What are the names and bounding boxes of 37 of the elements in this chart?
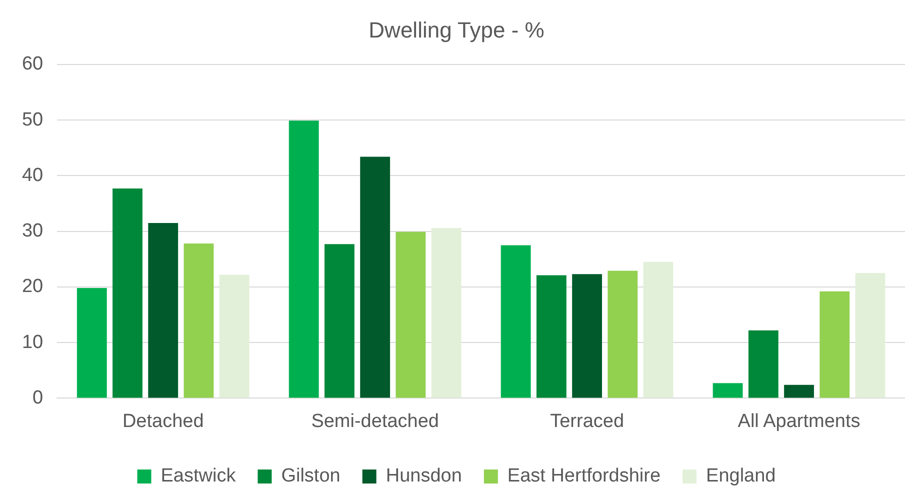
bar [855,273,886,398]
bar [360,156,390,398]
bar [608,270,638,398]
y-tick-label: 60 [22,54,44,75]
x-tick-label: All Apartments [738,410,860,432]
chart-title: Dwelling Type - % [368,17,544,42]
bar [219,274,250,398]
legend-label: England [706,466,776,487]
x-tick-label: Semi-detached [311,410,439,432]
bar [324,244,354,398]
bar [536,275,566,398]
bar [572,274,602,398]
bar [288,120,319,398]
y-tick-label: 30 [22,220,44,242]
y-tick-label: 20 [22,276,44,298]
legend-label: Hunsdon [386,466,462,487]
bar [784,384,814,398]
bar [748,330,778,398]
bar [148,222,178,398]
bar [396,232,426,398]
legend-label: Eastwick [160,466,236,487]
legend-label: East Hertfordshire [507,466,661,487]
bar [820,291,850,398]
bar [112,188,142,398]
x-tick-label: Terraced [550,410,624,432]
x-tick-label: Detached [122,410,204,432]
bar [76,288,107,398]
bar [500,245,531,398]
y-tick-label: 40 [22,164,44,186]
legend-label: Gilston [281,466,340,487]
bar [184,244,214,398]
bar [712,383,743,398]
y-tick-label: 50 [22,109,44,130]
y-tick-label: 10 [22,332,44,353]
bar [643,262,674,398]
y-tick-label: 0 [32,387,44,408]
bar [431,228,462,398]
